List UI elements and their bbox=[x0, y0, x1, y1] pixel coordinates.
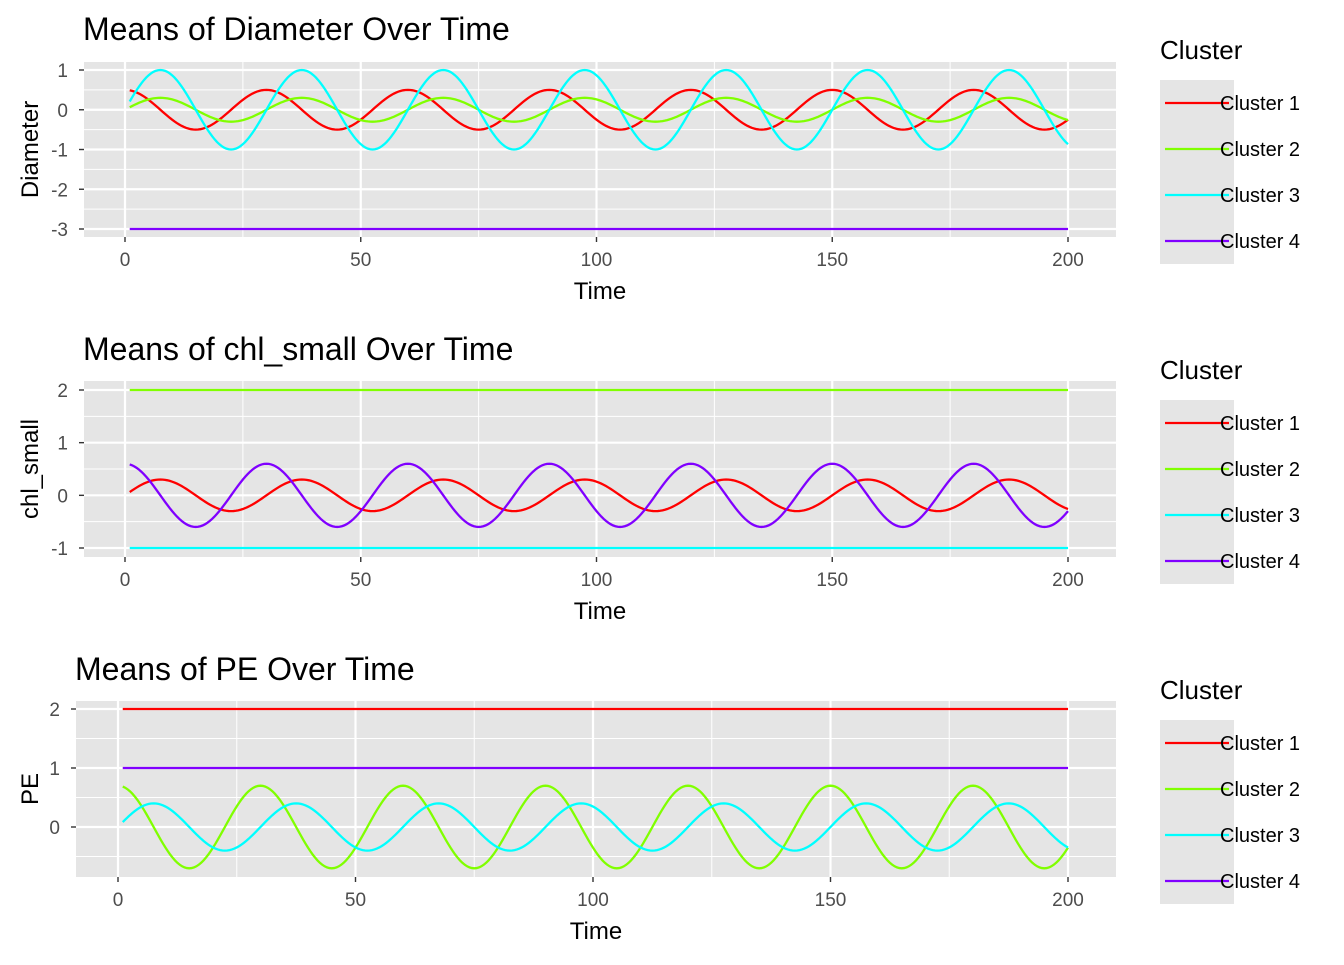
series-line-cluster-3 bbox=[128, 68, 1069, 151]
x-tick-label: 50 bbox=[350, 250, 371, 271]
y-tick-label: -1 bbox=[51, 141, 68, 162]
x-axis-title: Time bbox=[570, 918, 622, 945]
legend-label: Cluster 4 bbox=[1220, 871, 1300, 893]
x-tick-label: 200 bbox=[1052, 890, 1084, 911]
series-line-cluster-1 bbox=[129, 478, 1069, 513]
legend-label: Cluster 2 bbox=[1220, 459, 1300, 481]
y-tick-label: 1 bbox=[57, 434, 68, 455]
chart-title: Means of chl_small Over Time bbox=[83, 331, 513, 367]
legend-label: Cluster 3 bbox=[1220, 825, 1300, 847]
legend-label: Cluster 3 bbox=[1220, 185, 1300, 207]
y-tick-label: 2 bbox=[49, 700, 60, 721]
y-tick-label: 1 bbox=[49, 759, 60, 780]
x-tick-label: 150 bbox=[815, 890, 847, 911]
y-tick-label: -1 bbox=[51, 539, 68, 560]
legend-label: Cluster 2 bbox=[1220, 139, 1300, 161]
x-tick-label: 100 bbox=[577, 890, 609, 911]
panel-2: Means of chl_small Over Time 2 1 0 -1 0 50 100 1… bbox=[17, 331, 1300, 625]
series-line-cluster-4 bbox=[129, 462, 1069, 529]
x-tick-label: 200 bbox=[1052, 250, 1084, 271]
x-tick-label: 150 bbox=[816, 570, 848, 591]
x-tick-label: 0 bbox=[120, 570, 131, 591]
series-line-cluster-2 bbox=[122, 784, 1069, 870]
chart-title: Means of Diameter Over Time bbox=[83, 11, 510, 47]
x-tick-label: 100 bbox=[581, 250, 613, 271]
y-axis-title: chl_small bbox=[17, 419, 44, 519]
x-tick-label: 100 bbox=[581, 570, 613, 591]
legend-label: Cluster 1 bbox=[1220, 733, 1300, 755]
plot-panel bbox=[76, 701, 1116, 877]
series-line-cluster-3 bbox=[121, 802, 1069, 852]
series-line-cluster-2 bbox=[129, 96, 1069, 123]
series-line-cluster-1 bbox=[129, 88, 1069, 131]
x-axis-title: Time bbox=[574, 598, 626, 625]
y-axis-title: Diameter bbox=[17, 101, 44, 198]
legend-title: Cluster bbox=[1160, 675, 1243, 705]
legend-label: Cluster 2 bbox=[1220, 779, 1300, 801]
legend-label: Cluster 3 bbox=[1220, 505, 1300, 527]
x-tick-label: 0 bbox=[113, 890, 124, 911]
x-tick-label: 0 bbox=[120, 250, 131, 271]
panel-1: Means of Diameter Over Time 1 0 -1 -2 -3 0 50 10… bbox=[17, 11, 1300, 305]
legend-label: Cluster 4 bbox=[1220, 551, 1300, 573]
legend-title: Cluster bbox=[1160, 355, 1243, 385]
y-tick-label: 1 bbox=[57, 61, 68, 82]
y-axis-title: PE bbox=[17, 773, 44, 805]
y-tick-label: -2 bbox=[51, 180, 68, 201]
x-tick-label: 50 bbox=[345, 890, 366, 911]
y-tick-label: 2 bbox=[57, 381, 68, 402]
legend: Cluster Cluster 1 Cluster 2 Cluster 3 Cluste… bbox=[1160, 35, 1300, 264]
chart-title: Means of PE Over Time bbox=[75, 651, 415, 687]
legend-label: Cluster 1 bbox=[1220, 413, 1300, 435]
x-axis-title: Time bbox=[574, 278, 626, 305]
y-tick-label: 0 bbox=[49, 818, 60, 839]
x-tick-label: 200 bbox=[1052, 570, 1084, 591]
y-tick-label: -3 bbox=[51, 220, 68, 241]
legend-label: Cluster 4 bbox=[1220, 231, 1300, 253]
y-tick-label: 0 bbox=[57, 101, 68, 122]
legend-title: Cluster bbox=[1160, 35, 1243, 65]
legend: Cluster Cluster 1 Cluster 2 Cluster 3 Cluste… bbox=[1160, 355, 1300, 584]
legend-label: Cluster 1 bbox=[1220, 93, 1300, 115]
y-tick-label: 0 bbox=[57, 486, 68, 507]
x-tick-label: 50 bbox=[350, 570, 371, 591]
x-tick-label: 150 bbox=[816, 250, 848, 271]
legend: Cluster Cluster 1 Cluster 2 Cluster 3 Cluste… bbox=[1160, 675, 1300, 904]
